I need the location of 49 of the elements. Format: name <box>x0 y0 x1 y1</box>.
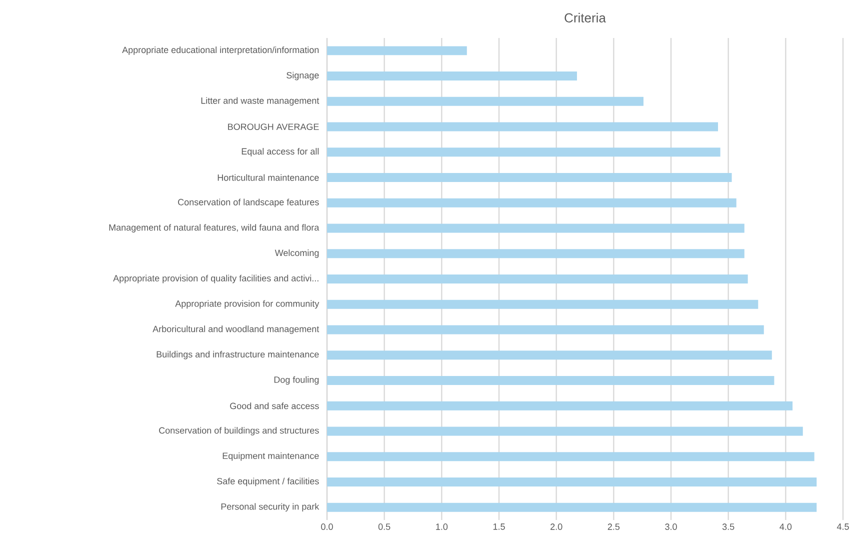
y-tick-label: Appropriate educational interpretation/information <box>122 46 319 55</box>
y-tick-label: Signage <box>286 72 319 80</box>
y-tick-label: Equal access for all <box>242 148 319 156</box>
bar <box>327 148 720 157</box>
y-tick-label: Appropriate provision of quality facilities and activi... <box>113 274 318 284</box>
bar <box>327 198 736 208</box>
y-tick-label: Litter and waste management <box>201 97 320 106</box>
x-tick-label: 3.0 <box>665 524 677 530</box>
bar <box>327 46 467 56</box>
y-tick-label: Horticultural maintenance <box>218 174 319 181</box>
bar <box>327 300 758 309</box>
y-tick-label: Good and safe access <box>230 402 319 410</box>
x-tick-label: 4.0 <box>780 524 792 530</box>
bar <box>327 426 803 436</box>
bar <box>327 224 744 233</box>
y-tick-label: Dog fouling <box>274 376 319 385</box>
chart-title: Criteria <box>564 12 606 22</box>
bar <box>327 96 644 106</box>
bar <box>327 274 748 284</box>
bar <box>327 325 764 334</box>
bar <box>327 350 772 360</box>
bar <box>327 401 793 410</box>
x-tick-label: 1.0 <box>436 524 448 530</box>
y-tick-label: Buildings and infrastructure maintenance <box>156 350 319 360</box>
y-tick-label: Personal security in park <box>221 503 320 512</box>
y-tick-label: BOROUGH AVERAGE <box>228 124 319 130</box>
bar <box>327 477 817 486</box>
y-tick-label: Safe equipment / facilities <box>217 478 319 486</box>
y-tick-label: Conservation of landscape features <box>178 198 319 208</box>
y-tick-label: Appropriate provision for community <box>175 300 320 309</box>
bar <box>327 452 814 462</box>
y-tick-label: Management of natural features, wild fauna and flora <box>109 224 320 232</box>
y-tick-label: Equipment maintenance <box>222 452 319 461</box>
x-tick-label: 0.5 <box>378 524 390 530</box>
bar <box>327 173 732 182</box>
bar <box>327 249 744 258</box>
x-tick-label: 0.0 <box>321 524 333 530</box>
x-tick-label: 4.5 <box>836 524 849 530</box>
x-tick-label: 3.5 <box>722 524 734 530</box>
y-tick-label: Arboricultural and woodland management <box>152 326 320 334</box>
bar <box>327 122 718 132</box>
x-tick-label: 1.5 <box>493 524 505 530</box>
bar <box>327 72 577 81</box>
y-tick-label: Welcoming <box>274 249 319 258</box>
bar <box>327 376 774 385</box>
bar <box>327 502 817 512</box>
x-tick-label: 2.0 <box>550 524 562 530</box>
y-tick-label: Conservation of buildings and structures <box>159 427 319 436</box>
x-tick-label: 2.5 <box>608 524 620 530</box>
